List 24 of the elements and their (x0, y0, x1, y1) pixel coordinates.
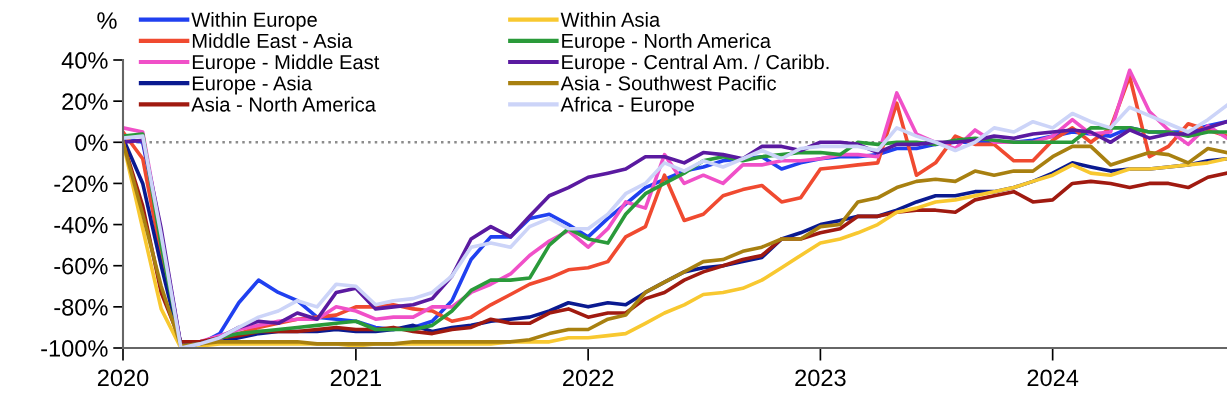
y-tick-label: -100% (41, 340, 108, 357)
x-tick-label: 2022 (563, 369, 614, 387)
legend-label: Europe - Central Am. / Caribb. (562, 54, 829, 74)
legend-label: Asia - Southwest Pacific (560, 75, 777, 91)
y-axis-title: % (97, 12, 117, 29)
y-tick-label: 20% (62, 93, 108, 110)
legend-label: Within Asia (560, 12, 661, 27)
x-tick-label: 2024 (1027, 369, 1079, 387)
legend-label: Europe - Asia (192, 75, 313, 95)
legend-label: Middle East - Asia (192, 33, 353, 49)
legend-label: Europe - North America (562, 33, 771, 53)
y-tick-label: -60% (54, 257, 108, 275)
y-tick-label: -20% (54, 175, 108, 193)
x-tick-label: 2023 (795, 369, 846, 387)
x-tick-label: 2021 (330, 369, 381, 387)
y-tick-label: -40% (54, 216, 108, 234)
legend-label: Africa - Europe (560, 96, 694, 116)
x-tick-label: 2020 (97, 369, 149, 387)
y-tick-label: 40% (61, 52, 108, 69)
legend-label: Europe - Middle East (192, 54, 380, 74)
legend-label: Asia - North America (191, 96, 376, 112)
y-tick-label: -80% (54, 298, 108, 316)
legend-label: Within Europe (191, 12, 317, 31)
y-tick-label: 0% (75, 134, 108, 152)
